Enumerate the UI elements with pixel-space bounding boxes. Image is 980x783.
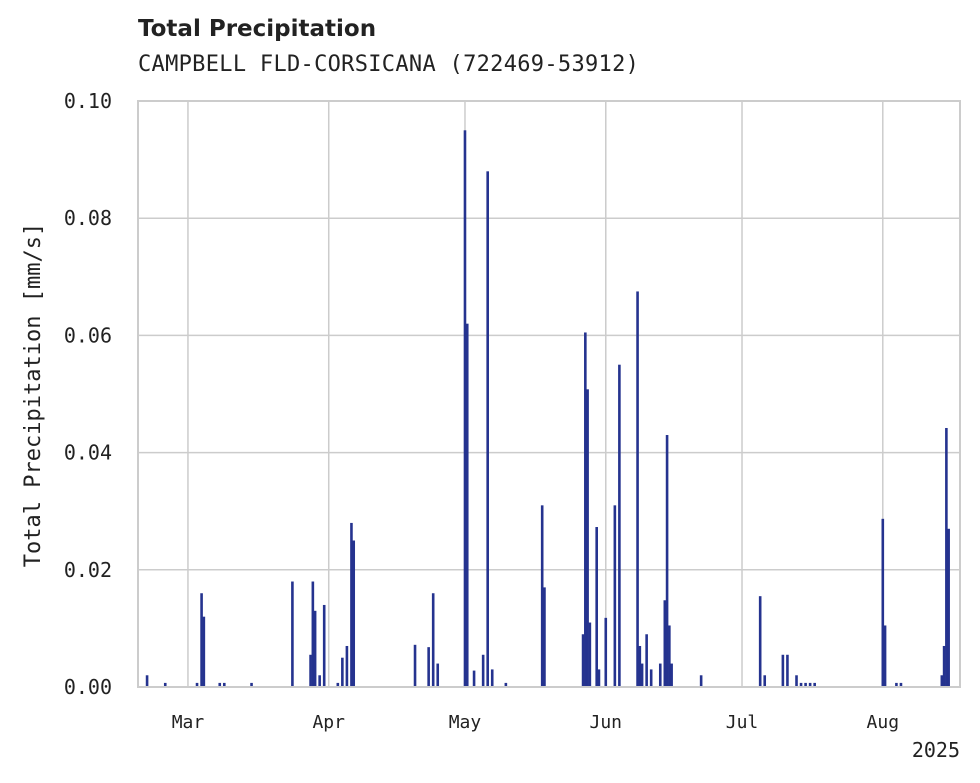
precipitation-bar — [645, 634, 648, 687]
y-axis-ticks: 0.00 0.02 0.04 0.06 0.08 0.10 — [64, 89, 112, 699]
x-tick-label: Jul — [726, 712, 759, 733]
precipitation-bar — [895, 682, 898, 687]
x-tick-label: Jun — [590, 712, 623, 733]
precipitation-bar — [436, 663, 440, 687]
precipitation-bar — [945, 427, 948, 687]
precipitation-bar — [313, 610, 317, 687]
plot-area-frame — [137, 100, 961, 688]
y-tick-label: 0.08 — [64, 206, 112, 230]
precipitation-bar — [883, 625, 887, 687]
precipitation-bar — [311, 581, 315, 687]
precipitation-bar — [613, 505, 617, 687]
precipitation-bar — [665, 435, 669, 687]
x-tick-label: Mar — [172, 712, 205, 733]
y-tick-label: 0.06 — [64, 323, 112, 347]
precipitation-bar — [250, 682, 253, 687]
x-tick-label: Apr — [312, 712, 345, 733]
precipitation-bar — [345, 645, 349, 687]
precipitation-bar — [942, 645, 946, 687]
chart-subtitle: CAMPBELL FLD-CORSICANA (722469-53912) — [138, 52, 640, 77]
precipitation-bar — [540, 505, 544, 687]
precipitation-bar — [663, 600, 667, 687]
precipitation-bar — [472, 670, 476, 687]
precipitation-bar — [222, 682, 226, 687]
precipitation-bar — [318, 675, 321, 687]
precipitation-bar — [670, 663, 673, 687]
precipitation-bar — [786, 654, 789, 687]
precipitation-bar — [202, 616, 206, 687]
precipitation-bar — [595, 527, 598, 687]
precipitation-bar — [808, 682, 812, 687]
precipitation-bars — [145, 130, 950, 688]
y-axis-label: Total Precipitation [mm/s] — [21, 223, 46, 567]
chart-title: Total Precipitation — [138, 16, 377, 42]
grid-lines — [138, 100, 960, 688]
precipitation-bar — [636, 291, 639, 687]
precipitation-bar — [336, 682, 340, 687]
precipitation-bar — [658, 663, 662, 687]
y-tick-label: 0.02 — [64, 558, 112, 582]
precipitation-bar — [795, 675, 798, 687]
precipitation-bar — [881, 518, 885, 687]
precipitation-bar — [804, 682, 807, 687]
precipitation-bar — [899, 682, 903, 687]
precipitation-bar — [588, 622, 592, 687]
y-tick-label: 0.10 — [64, 89, 112, 113]
precipitation-bar — [200, 593, 203, 687]
x-axis-ticks: Mar Apr May Jun Jul Aug — [172, 712, 899, 733]
precipitation-bar — [813, 682, 816, 687]
precipitation-bar — [463, 130, 467, 688]
precipitation-bar — [638, 645, 642, 687]
precipitation-bar — [604, 617, 608, 687]
precipitation-bar — [668, 625, 671, 687]
precipitation-bar — [413, 644, 417, 687]
precipitation-bar — [486, 171, 489, 687]
precipitation-bar — [291, 581, 294, 687]
precipitation-bar — [699, 675, 703, 687]
precipitation-bar — [427, 647, 430, 687]
y-tick-label: 0.00 — [64, 675, 112, 699]
precipitation-bar — [341, 657, 344, 687]
precipitation-bar — [352, 540, 356, 687]
precipitation-bar — [649, 669, 653, 687]
precipitation-bar — [431, 593, 435, 687]
y-tick-label: 0.04 — [64, 441, 112, 465]
precipitation-bar — [597, 669, 601, 687]
precipitation-bar — [581, 634, 585, 687]
precipitation-bar — [586, 389, 589, 687]
precipitation-bar — [218, 682, 222, 687]
precipitation-bar — [490, 669, 494, 687]
precipitation-bar — [618, 364, 621, 687]
precipitation-bar — [145, 675, 149, 687]
precipitation-bar — [799, 682, 803, 687]
precipitation-bar — [543, 587, 546, 687]
precipitation-bar — [584, 332, 587, 687]
x-tick-label: Aug — [867, 712, 900, 733]
precipitation-bar — [758, 596, 762, 687]
precipitation-bar — [947, 528, 950, 687]
precipitation-bar — [640, 663, 644, 687]
precipitation-bar — [309, 654, 312, 687]
precipitation-bar — [504, 682, 508, 687]
precipitation-bar — [763, 675, 767, 687]
x-axis-year-label: 2025 — [912, 738, 960, 762]
precipitation-bar — [940, 675, 944, 687]
precipitation-bar — [163, 682, 167, 687]
precipitation-bar — [481, 654, 485, 687]
precipitation-bar — [465, 323, 469, 687]
precipitation-bar — [322, 604, 326, 687]
x-tick-label: May — [449, 712, 482, 733]
precipitation-bar — [350, 522, 353, 687]
precipitation-bar — [781, 654, 785, 687]
precipitation-bar — [195, 682, 199, 687]
